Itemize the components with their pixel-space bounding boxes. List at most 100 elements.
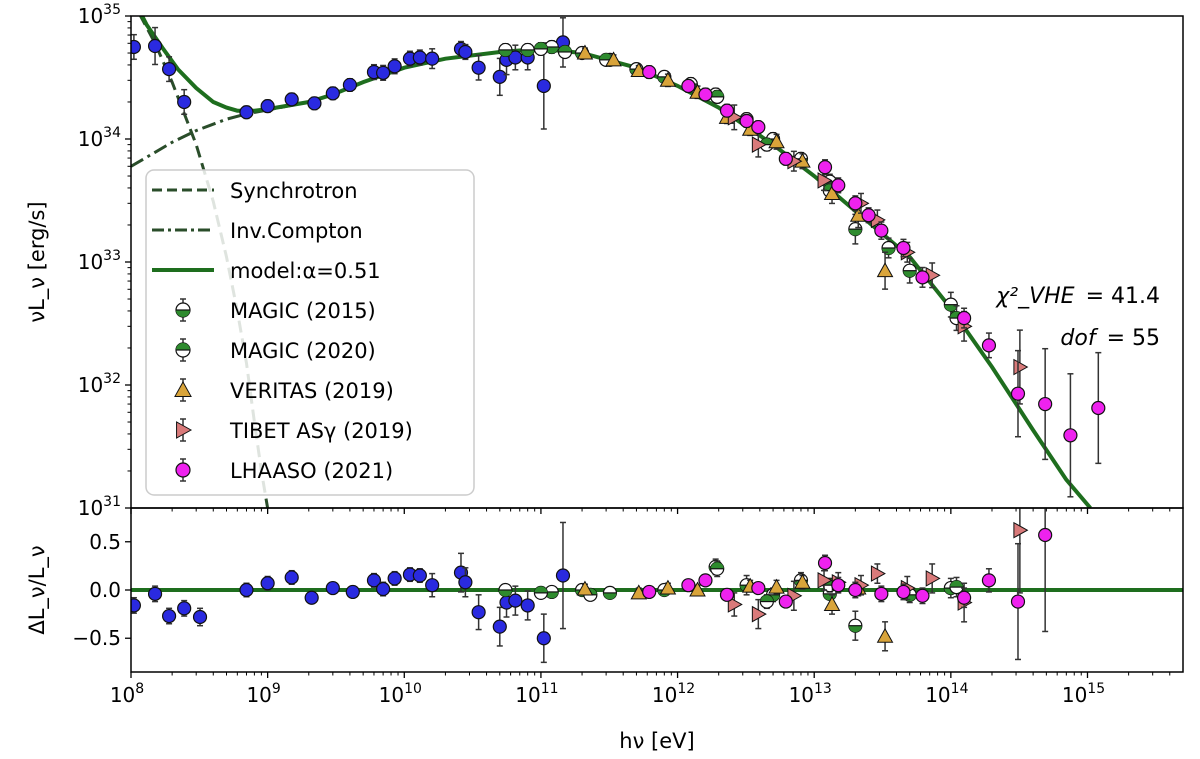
magic-2020-point-fill	[599, 53, 613, 60]
y-tick-label-exponent: 34	[103, 125, 121, 141]
fermi-point	[492, 69, 507, 84]
x-tick-label-exponent: 14	[951, 681, 969, 697]
svg-text:dof = 55: dof = 55	[1060, 326, 1160, 351]
residual-data-points	[131, 508, 1053, 664]
x-tick-label-exponent: 10	[404, 681, 422, 697]
y-tick-label-base: 10	[78, 127, 103, 151]
x-tick-label-exponent: 9	[272, 681, 281, 697]
y-tick-label: 1033	[78, 248, 121, 274]
x-tick-label-base: 10	[379, 683, 404, 707]
veritas-2019-residual	[576, 580, 594, 596]
fermi-point	[239, 105, 254, 120]
y-tick-label: 1031	[78, 494, 121, 520]
veritas-2019-residual	[876, 627, 894, 643]
lhaaso-2021-point	[698, 87, 713, 102]
fermi-point	[161, 62, 177, 77]
lhaaso-2021-point	[1010, 386, 1026, 401]
fermi-residual	[131, 598, 141, 613]
residual-y-tick-label: 0.0	[89, 578, 121, 602]
fermi-point	[260, 99, 275, 114]
lhaaso-2021-residual	[831, 578, 846, 593]
fermi-residual	[412, 568, 427, 583]
x-axis-ticks: 108 109 1010 1011 1012 1013 1014 1015	[110, 672, 1171, 707]
y-tick-label-base: 10	[78, 4, 103, 28]
lhaaso-2021-residual	[896, 584, 911, 600]
lhaaso-2021-point	[831, 178, 846, 193]
magic-2015-residual-fill	[603, 592, 617, 600]
fermi-residual	[471, 605, 486, 620]
legend-box	[145, 169, 475, 496]
fermi-residual	[345, 584, 360, 600]
lhaaso-2021-residual	[956, 590, 972, 605]
fermi-point	[387, 59, 402, 74]
x-tick-label: 109	[246, 681, 280, 707]
lhaaso-2021-point	[719, 103, 735, 118]
x-tick-label-base: 10	[652, 683, 677, 707]
magic-2015-point-fill	[903, 270, 917, 278]
lhaaso-2021-point	[778, 151, 793, 166]
residual-y-tick-label: −0.5	[72, 626, 121, 650]
legend-label: MAGIC (2015)	[230, 299, 376, 323]
y-tick-label-base: 10	[78, 496, 103, 520]
tibet-as-2019-point	[817, 172, 833, 189]
legend-label: TIBET ASγ (2019)	[229, 419, 413, 443]
lhaaso-2021-residual	[1010, 594, 1026, 609]
tibet-as-2019-residual	[870, 565, 886, 582]
x-tick-label-exponent: 11	[541, 681, 559, 697]
legend-label: MAGIC (2020)	[230, 339, 376, 363]
fermi-point	[177, 94, 192, 110]
magic-2020-point-fill	[710, 90, 724, 97]
y-tick-label-exponent: 35	[103, 2, 121, 18]
legend-marker-fill	[176, 310, 190, 317]
fit-annotation: χ²_VHE = 41.4 dof = 55	[995, 284, 1160, 351]
x-axis-label: hν [eV]	[619, 729, 694, 753]
veritas-2019-point	[768, 133, 785, 149]
x-tick-label-base: 10	[515, 683, 540, 707]
veritas-2019-point	[876, 262, 894, 278]
fermi-residual	[304, 590, 319, 605]
fermi-point	[307, 96, 322, 111]
lhaaso-2021-residual	[751, 580, 766, 596]
fermi-residual	[147, 586, 163, 601]
fermi-residual	[520, 598, 535, 613]
lhaaso-2021-point	[1091, 400, 1106, 416]
lhaaso-2021-residual	[848, 582, 863, 598]
x-tick-label: 1010	[379, 681, 422, 707]
legend-marker	[176, 421, 193, 439]
fermi-point	[376, 65, 391, 80]
y-axis-label: νL_ν [erg/s]	[25, 201, 50, 322]
x-tick-label: 1015	[1062, 681, 1105, 707]
x-tick-label: 108	[110, 681, 144, 707]
legend-label: LHAASO (2021)	[230, 459, 393, 483]
x-tick-label-base: 10	[246, 683, 271, 707]
svg-text:χ²_VHE = 41.4: χ²_VHE = 41.4	[995, 284, 1160, 309]
lhaaso-2021-point	[751, 119, 766, 135]
main-data-points	[131, 17, 1106, 498]
fermi-residual	[260, 576, 275, 591]
lhaaso-2021-point	[1063, 428, 1078, 443]
chi-square-value: = 41.4	[1086, 284, 1160, 309]
lhaaso-2021-point	[1038, 396, 1053, 412]
veritas-2019-point	[659, 71, 677, 87]
lhaaso-2021-point	[981, 338, 997, 353]
fermi-residual	[425, 578, 440, 593]
veritas-2019-residual	[823, 595, 841, 611]
fermi-residual	[555, 568, 571, 583]
chi-square-label: χ²_VHE	[995, 284, 1074, 309]
legend-label: Synchrotron	[230, 179, 358, 203]
fermi-residual	[492, 619, 507, 634]
fermi-residual	[239, 582, 254, 598]
tibet-as-2019-residual	[817, 572, 833, 589]
magic-2015-point-fill	[521, 49, 535, 57]
fermi-residual	[376, 581, 391, 597]
x-tick-label-base: 10	[110, 683, 135, 707]
fermi-point	[131, 39, 141, 55]
y-tick-label: 1034	[78, 125, 121, 151]
magic-2015-residual-fill	[498, 590, 512, 597]
x-tick-label-base: 10	[1062, 683, 1087, 707]
fermi-residual	[284, 570, 299, 585]
fermi-point	[536, 78, 551, 94]
magic-2020-residual-fill	[534, 586, 548, 593]
lhaaso-2021-residual	[778, 594, 793, 609]
